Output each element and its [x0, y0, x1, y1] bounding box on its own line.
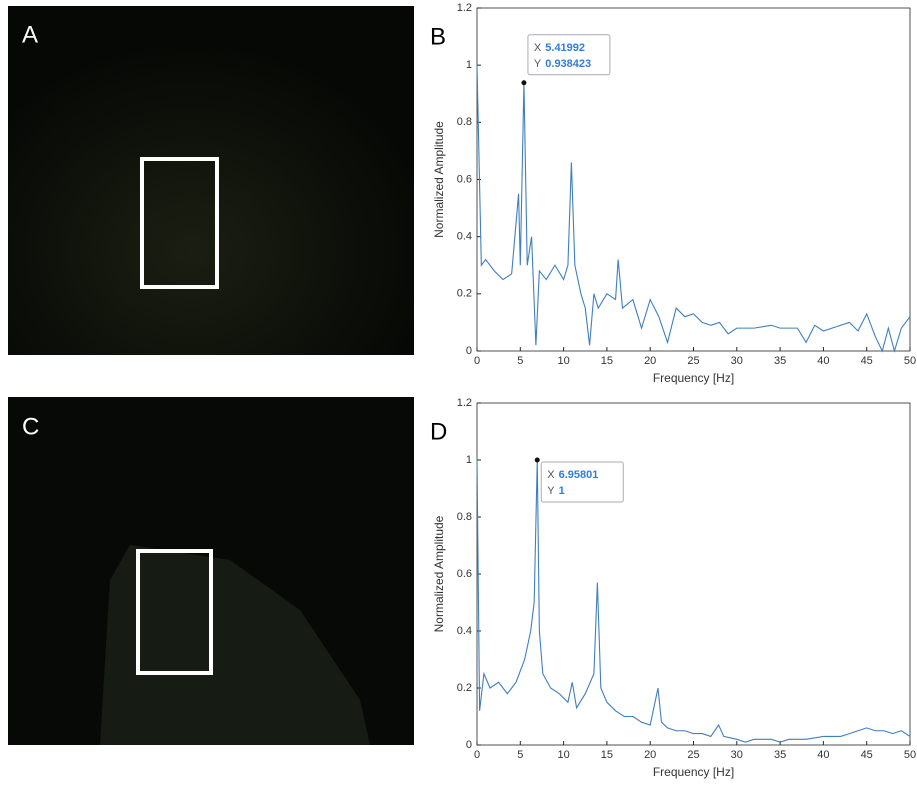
x-tick-label: 5 [517, 749, 523, 761]
y-tick-label: 1.2 [457, 2, 472, 14]
y-axis-title: Normalized Amplitude [432, 515, 446, 632]
y-tick-label: 0.8 [457, 511, 472, 523]
spectrum-line [476, 459, 911, 743]
spectrum-line [476, 65, 911, 354]
x-tick-label: 45 [861, 749, 873, 761]
y-tick-label: 1 [466, 454, 472, 466]
y-tick-label: 0.6 [457, 568, 472, 580]
x-tick-label: 15 [601, 355, 613, 367]
datatip-x-name: X [534, 42, 542, 54]
y-tick-label: 1 [466, 59, 472, 71]
x-tick-label: 40 [817, 355, 829, 367]
x-tick-label: 40 [817, 749, 829, 761]
y-tick-label: 0.2 [457, 288, 472, 300]
datatip-box [527, 34, 611, 76]
datatip-y-name: Y [547, 485, 555, 497]
y-tick-label: 0 [466, 345, 472, 357]
datatip-x-value: 6.95801 [559, 469, 599, 481]
x-tick-label: 0 [474, 355, 480, 367]
x-tick-label: 45 [861, 355, 873, 367]
x-tick-label: 25 [687, 355, 699, 367]
x-axis-title: Frequency [Hz] [653, 371, 734, 385]
panel-label: C [22, 413, 39, 440]
datatip-marker [534, 457, 540, 463]
datatip-marker [521, 80, 527, 86]
x-tick-label: 25 [687, 749, 699, 761]
image-a: A [8, 6, 414, 355]
y-tick-label: 0.4 [457, 625, 472, 637]
x-tick-label: 35 [774, 355, 786, 367]
datatip-x-value: 5.41992 [545, 42, 585, 54]
y-tick-label: 0.6 [457, 173, 472, 185]
x-tick-label: 30 [731, 749, 743, 761]
datatip-y-name: Y [534, 58, 542, 70]
datatip-y-value: 0.938423 [545, 58, 591, 70]
datatip-x-name: X [547, 469, 555, 481]
datatip-y: Y 0.938423 [534, 58, 591, 70]
x-tick-label: 5 [517, 355, 523, 367]
y-tick-label: 1.2 [457, 397, 472, 409]
x-tick-label: 10 [557, 749, 569, 761]
datatip-box [540, 461, 624, 503]
spectrum-chart: 0 5 10 15 20 25 30 35 40 45 50 0 0.2 0.4 0.6 0.8 1 1.2 Fre… [430, 397, 916, 779]
spectrum-chart: 0 5 10 15 20 25 30 35 40 45 50 0 0.2 0.4 0.6 0.8 1 1.2 Fre… [430, 2, 916, 385]
y-tick-label: 0.4 [457, 231, 472, 243]
datatip-x: X 6.95801 [547, 469, 598, 481]
x-tick-label: 20 [644, 749, 656, 761]
y-tick-label: 0.8 [457, 116, 472, 128]
datatip-y-value: 1 [559, 485, 565, 497]
x-axis-title: Frequency [Hz] [653, 765, 734, 779]
image-c: C [8, 397, 414, 745]
y-axis-title: Normalized Amplitude [432, 121, 446, 238]
y-tick-label: 0.2 [457, 682, 472, 694]
x-tick-label: 0 [474, 749, 480, 761]
y-tick-label: 0 [466, 739, 472, 751]
plot-area [476, 402, 911, 746]
x-tick-label: 15 [601, 749, 613, 761]
datatip-x: X 5.41992 [534, 42, 585, 54]
panel-label: D [430, 418, 447, 445]
panel-label: A [22, 21, 38, 48]
x-tick-label: 35 [774, 749, 786, 761]
x-tick-label: 10 [557, 355, 569, 367]
x-tick-label: 30 [731, 355, 743, 367]
x-tick-label: 50 [904, 355, 916, 367]
x-tick-label: 20 [644, 355, 656, 367]
panel-label: B [430, 23, 446, 50]
x-tick-label: 50 [904, 749, 916, 761]
